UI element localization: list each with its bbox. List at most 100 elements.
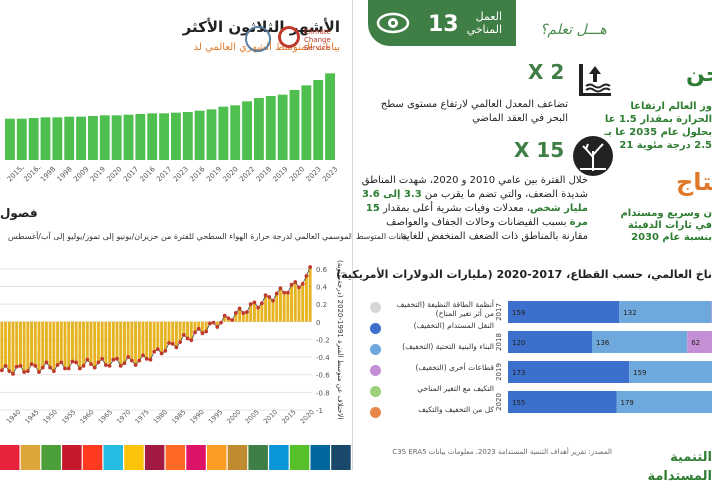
- chart1-bar: [5, 119, 15, 160]
- chart2-bar: [268, 297, 271, 322]
- chart1-bar: [195, 111, 205, 160]
- sdg-goal-icon: [186, 445, 206, 470]
- chart1-tick-label: 2019: [205, 165, 223, 183]
- chart1-tick-label: ـ2015: [6, 163, 26, 183]
- finance-stacked-bar-chart: 2017159132602018120136622019173159202015…: [492, 295, 712, 430]
- headline1-text: وز العالم ارتفاعا الحرارة بمقدار 1.5 عا …: [596, 100, 712, 152]
- legend-label: قطاعات أخرى (التخفيف): [388, 363, 494, 372]
- chart2-line: [2, 267, 310, 374]
- chart1-tick-label: 1998: [56, 165, 74, 183]
- finance-bar-segment: [508, 361, 629, 383]
- chart1-tick-label: 2017: [122, 165, 140, 183]
- sdg-goal-icon: [62, 445, 82, 470]
- chart2-x-tick: 1940: [5, 408, 22, 425]
- chart2-point: [63, 367, 67, 371]
- chart2-x-tick: 1995: [207, 408, 224, 425]
- chart2-bar: [86, 322, 89, 360]
- finance-value-label: 136: [596, 339, 610, 347]
- chart1-tick-label: 2023: [305, 165, 323, 183]
- chart2-point: [223, 314, 227, 318]
- legend-item: البناء والبنية التحتية (التخفيف): [370, 340, 498, 362]
- chart2-point: [301, 282, 305, 286]
- chart2-bar: [82, 322, 85, 366]
- headline2-text: ن وسريع ومستدام في ثارات الدفيئة بنسبة ع…: [604, 208, 712, 244]
- chart2-x-tick: 1985: [170, 408, 187, 425]
- chart2-point: [260, 301, 264, 305]
- chart2-point: [149, 358, 153, 362]
- chart2-point: [182, 333, 186, 337]
- chart2-point: [160, 352, 164, 356]
- legend-label: أنظمة الطاقة النظيفة (التخفيف من أثر تغي…: [388, 300, 494, 318]
- chart2-point: [71, 360, 75, 364]
- chart2-bar: [309, 267, 312, 322]
- chart1-bar: [100, 115, 110, 160]
- chart2-y-tick: -1: [316, 407, 323, 415]
- finance-year-label: 2018: [495, 333, 503, 351]
- stat1-value: X 2: [528, 60, 564, 84]
- sdg-goal-icon: [248, 445, 268, 470]
- chart2-point: [78, 367, 82, 371]
- chart2-bar: [19, 322, 22, 366]
- chart2-point: [201, 331, 205, 335]
- chart2-y-tick: -0.2: [316, 336, 330, 344]
- chart2-bar: [119, 322, 122, 366]
- chart2-point: [156, 347, 160, 351]
- legend-item: كل من التخفيف والتكيف: [370, 403, 498, 425]
- chart2-point: [141, 353, 145, 357]
- chart2-bar: [168, 322, 171, 343]
- chart2-point: [123, 361, 127, 365]
- chart2-x-tick: 1955: [60, 408, 77, 425]
- chart2-bar: [97, 322, 100, 363]
- chart2-bar: [90, 322, 93, 364]
- chart2-bar: [56, 322, 59, 365]
- chart2-point: [241, 311, 245, 315]
- chart1-bar: [76, 117, 86, 160]
- chart2-point: [208, 322, 212, 326]
- logo-text: Climate Change Service: [304, 28, 346, 52]
- chart2-bar: [93, 322, 96, 368]
- sdg-goal-icon: [83, 445, 103, 470]
- sdg-goal-icon: [104, 445, 124, 470]
- chart2-point: [67, 367, 71, 371]
- chart1-bar: [147, 113, 157, 160]
- chart2-bar: [145, 322, 148, 359]
- chart2-point: [111, 358, 115, 362]
- sdg-name: العمل المناخي: [462, 10, 502, 36]
- chart2-bar: [305, 276, 308, 322]
- chart2-point: [137, 359, 141, 363]
- chart2-point: [282, 291, 286, 295]
- chart2-point: [37, 370, 41, 374]
- headline2: حتاج: [676, 168, 712, 196]
- chart2-bar: [23, 322, 26, 372]
- chart2-point: [56, 363, 60, 367]
- chart1-bar: [135, 114, 145, 160]
- chart1-bar: [183, 112, 193, 160]
- chart2-point: [26, 369, 30, 373]
- chart2-point: [30, 362, 34, 366]
- chart2-bar: [75, 322, 78, 363]
- chart1-bar: [278, 95, 288, 160]
- chart2-bar: [123, 322, 126, 363]
- chart2-bar: [260, 303, 263, 322]
- finance-value-label: 155: [512, 399, 525, 407]
- chart2-bar: [138, 322, 141, 361]
- legend-swatch: [370, 344, 381, 355]
- chart2-point: [305, 274, 309, 278]
- chart2-point: [145, 357, 149, 361]
- chart2-bar: [15, 322, 18, 367]
- chart2-bar: [8, 322, 11, 371]
- sdg-goal-icon: [228, 445, 248, 470]
- chart2-point: [253, 300, 257, 304]
- chart2-x-tick: 2005: [244, 408, 261, 425]
- chart2-bar: [264, 295, 267, 321]
- chart2-point: [197, 327, 201, 331]
- chart2-point: [19, 364, 23, 368]
- chart2-point: [178, 340, 182, 344]
- finance-value-label: 179: [621, 399, 634, 407]
- chart2-point: [193, 330, 197, 334]
- legend-item: التكيف مع التغير المناخي: [370, 382, 498, 404]
- chart1-bar: [64, 117, 74, 160]
- sdg-goal-icon: [269, 445, 289, 470]
- chart2-bar: [60, 322, 63, 363]
